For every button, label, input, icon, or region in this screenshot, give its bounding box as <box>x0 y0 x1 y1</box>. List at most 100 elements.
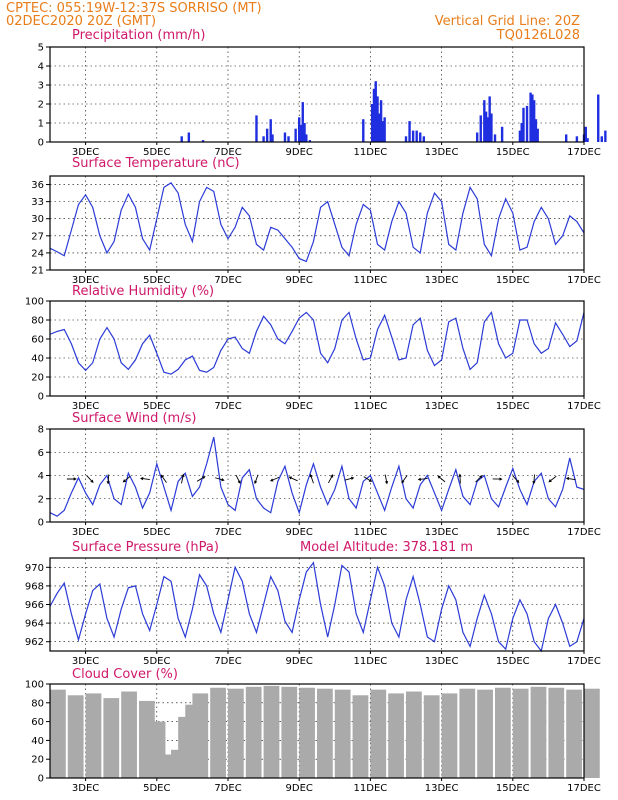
temperature-xtick-label: 15DEC <box>496 275 530 286</box>
precipitation-bar <box>522 107 525 142</box>
cloud-cover-bar <box>228 688 244 778</box>
wind-xtick-label: 9DEC <box>286 527 313 538</box>
panel-precipitation: Precipitation (mm/h) 0 1 2 3 4 5 3DEC 5DEC 7DEC 9… <box>38 28 607 158</box>
wind-direction-arrow <box>437 475 446 483</box>
precipitation-bar <box>500 126 504 142</box>
humidity-xtick-label: 7DEC <box>214 401 241 412</box>
pressure-ytick-label: 962 <box>25 637 44 648</box>
cloud-cover-bar <box>121 691 137 778</box>
wind-ytick-label: 6 <box>38 448 44 459</box>
precipitation-xtick-label: 17DEC <box>567 147 601 158</box>
wind-xtick-label: 7DEC <box>214 527 241 538</box>
cloud-cover-xtick-label: 13DEC <box>425 783 459 794</box>
wind-direction-arrow <box>458 473 462 484</box>
panel-title-humidity: Relative Humidity (%) <box>72 284 214 299</box>
humidity-xtick-label: 3DEC <box>72 401 99 412</box>
humidity-ytick-label: 60 <box>31 335 44 346</box>
panel-title-cloud-cover: Cloud Cover (%) <box>72 667 178 682</box>
wind-direction-arrow <box>384 474 389 485</box>
temperature-xtick-label: 17DEC <box>567 275 601 286</box>
pressure-series-line <box>49 561 585 653</box>
precipitation-xtick-label: 7DEC <box>214 147 241 158</box>
cloud-cover-bar <box>192 693 209 778</box>
wind-ytick-label: 8 <box>38 425 44 436</box>
cloud-cover-xtick-label: 3DEC <box>72 783 99 794</box>
wind-direction-arrow <box>363 476 373 482</box>
cloud-cover-bar <box>406 691 422 778</box>
wind-direction-arrow <box>106 474 110 485</box>
pressure-xtick-label: 3DEC <box>72 656 99 667</box>
header-date: 02DEC2020 20Z (GMT) <box>6 14 156 29</box>
precipitation-bar <box>372 88 376 142</box>
temperature-ytick-label: 27 <box>31 231 44 242</box>
cloud-cover-frame <box>49 683 585 779</box>
precipitation-bar <box>476 132 479 142</box>
wind-direction-arrow <box>565 477 576 481</box>
humidity-plot: 0 20 40 60 80 100 3DEC 5DEC 7DEC 9DEC 11DEC 13DEC 15… <box>25 297 601 413</box>
precipitation-bar <box>269 119 272 142</box>
precipitation-frame <box>49 46 585 143</box>
precipitation-bar <box>422 136 425 142</box>
temperature-xtick-label: 7DEC <box>214 275 241 286</box>
wind-direction-arrow <box>254 474 259 485</box>
temperature-frame <box>49 175 585 271</box>
precipitation-bar <box>520 123 523 142</box>
wind-xtick-label: 17DEC <box>567 527 601 538</box>
pressure-ytick-label: 966 <box>25 600 44 611</box>
wind-direction-arrow <box>86 475 94 483</box>
wind-direction-arrow <box>66 477 77 481</box>
cloud-cover-bar <box>210 687 226 778</box>
temperature-ytick-label: 30 <box>31 214 44 225</box>
precipitation-bar <box>265 128 269 142</box>
precipitation-bar <box>287 136 290 142</box>
cloud-cover-bar <box>388 693 404 778</box>
precipitation-bar <box>415 130 418 142</box>
precipitation-bar <box>362 119 365 142</box>
precipitation-bar <box>408 121 411 142</box>
temperature-series-line <box>49 182 585 263</box>
cloud-cover-bar <box>50 689 66 778</box>
cloud-cover-bar <box>512 688 529 778</box>
temperature-plot: 21 24 27 30 33 36 3DEC 5DEC 7DEC 9DEC 11DEC 13DEC 15… <box>31 175 601 286</box>
wind-direction-arrow <box>235 474 241 484</box>
humidity-ytick-label: 100 <box>25 297 44 308</box>
pressure-xtick-label: 11DEC <box>354 656 388 667</box>
wind-ytick-label: 4 <box>38 471 44 482</box>
cloud-cover-ytick-label: 60 <box>31 717 44 728</box>
cloud-cover-bar <box>459 688 476 778</box>
pressure-ytick-label: 968 <box>25 581 44 592</box>
precipitation-bar <box>404 136 408 142</box>
wind-direction-arrow <box>492 477 503 481</box>
temperature-xtick-label: 13DEC <box>425 275 459 286</box>
cloud-cover-bar <box>370 689 387 778</box>
humidity-xtick-label: 15DEC <box>496 401 530 412</box>
humidity-xtick-label: 9DEC <box>286 401 313 412</box>
precipitation-bar <box>479 115 482 142</box>
humidity-frame <box>49 300 585 397</box>
precipitation-bar <box>262 136 265 142</box>
cloud-cover-bar <box>103 698 120 778</box>
precipitation-xtick-label: 5DEC <box>143 147 170 158</box>
cloud-cover-ytick-label: 40 <box>31 736 44 747</box>
precipitation-plot: 0 1 2 3 4 5 3DEC 5DEC 7DEC 9DEC 11DEC 13DEC 15DEC 17D… <box>38 43 607 158</box>
wind-direction-arrow <box>344 476 355 481</box>
precipitation-bar <box>536 128 539 142</box>
wind-xtick-label: 3DEC <box>72 527 99 538</box>
wind-direction-arrow <box>512 475 520 484</box>
cloud-cover-xtick-label: 7DEC <box>214 783 241 794</box>
pressure-xtick-label: 15DEC <box>496 656 530 667</box>
pressure-ytick-label: 970 <box>25 563 44 574</box>
precipitation-bar <box>376 96 379 142</box>
cloud-cover-bar <box>548 687 565 778</box>
precipitation-bar <box>283 132 287 142</box>
wind-ytick-label: 2 <box>38 494 44 505</box>
panel-temperature: Surface Temperature (nC) 21 24 27 30 33 36 3DE… <box>31 156 601 286</box>
humidity-ytick-label: 80 <box>31 316 44 327</box>
precipitation-ytick-label: 0 <box>38 138 44 149</box>
precipitation-bar <box>255 115 258 142</box>
pressure-xtick-label: 17DEC <box>567 656 601 667</box>
precipitation-bar <box>411 130 415 142</box>
panel-title-precipitation: Precipitation (mm/h) <box>72 28 205 43</box>
precipitation-bar <box>584 126 587 142</box>
